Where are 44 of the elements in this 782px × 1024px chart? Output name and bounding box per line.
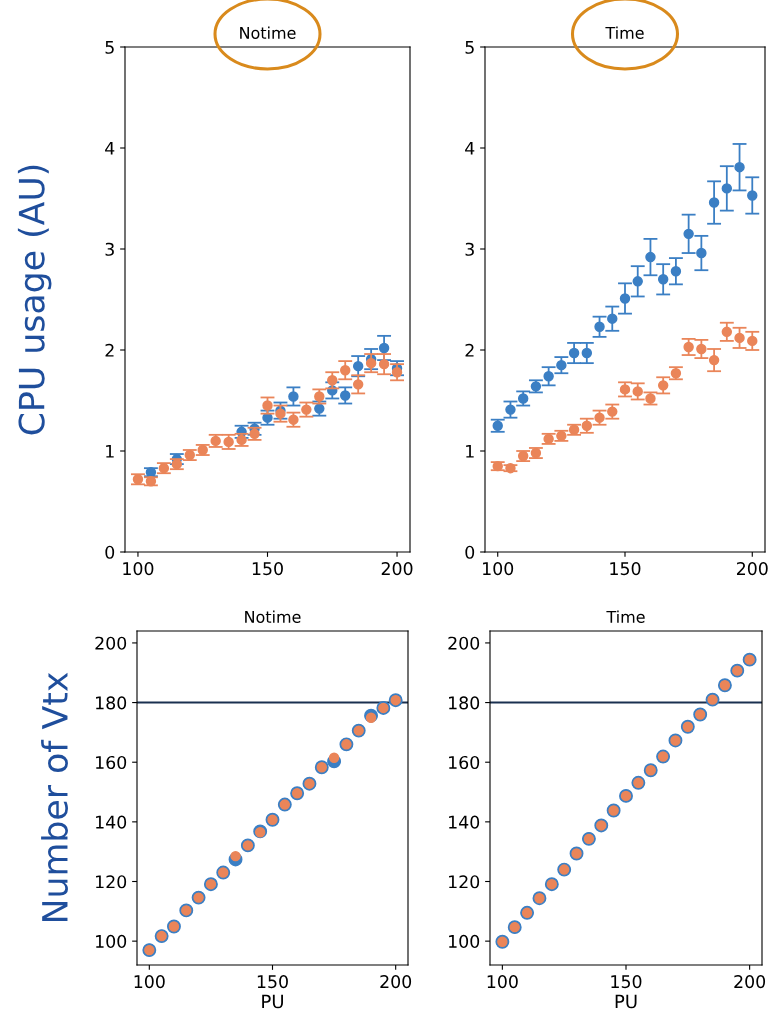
y-tick-label: 180 (449, 696, 480, 710)
y-tick-label: 200 (95, 636, 127, 650)
y-tick-label: 5 (105, 40, 114, 54)
y-tick-label: 3 (105, 242, 114, 256)
y-tick-label: 160 (96, 755, 127, 770)
y-axis-title: CPU usage (AU) (17, 165, 52, 435)
y-tick-label: 2 (105, 343, 114, 357)
y-tick-label: 180 (96, 696, 127, 710)
x-tick-label: 200 (736, 562, 768, 576)
y-tick-label: 4 (105, 141, 115, 155)
y-tick-label: 2 (465, 343, 474, 357)
chart-title: Notime (245, 610, 301, 623)
y-tick-label: 5 (465, 40, 474, 54)
x-tick-label: 200 (734, 975, 766, 989)
y-tick-label: 160 (449, 755, 480, 770)
x-tick-label: 200 (381, 562, 413, 576)
x-tick-label: 150 (610, 562, 641, 576)
x-tick-label: 150 (611, 975, 642, 989)
y-tick-label: 100 (96, 934, 127, 948)
x-tick-label: 150 (252, 562, 283, 576)
y-tick-label: 200 (448, 636, 480, 650)
y-tick-label: 1 (466, 444, 474, 458)
chart-title: Notime (240, 26, 296, 39)
y-tick-label: 100 (449, 934, 480, 948)
y-tick-label: 1 (106, 444, 114, 458)
x-tick-label: 150 (257, 975, 288, 989)
x-tick-label: 100 (123, 562, 154, 576)
y-tick-label: 120 (449, 875, 480, 889)
y-tick-label: 140 (449, 815, 480, 829)
y-tick-label: 140 (96, 815, 127, 829)
y-tick-label: 3 (465, 242, 474, 256)
y-tick-label: 0 (105, 545, 115, 559)
y-tick-label: 0 (465, 545, 475, 559)
y-tick-label: 4 (465, 141, 475, 155)
x-tick-label: 100 (483, 562, 514, 576)
chart-title: Time (606, 610, 645, 623)
y-axis-title: Number of Vtx (41, 672, 68, 922)
x-tick-label: 100 (134, 975, 165, 989)
x-tick-label: 100 (487, 975, 518, 989)
chart-title: Time (605, 26, 644, 39)
y-tick-label: 120 (96, 875, 127, 889)
x-tick-label: 200 (380, 975, 412, 989)
x-axis-title: PU (615, 994, 637, 1009)
x-axis-title: PU (262, 994, 283, 1009)
